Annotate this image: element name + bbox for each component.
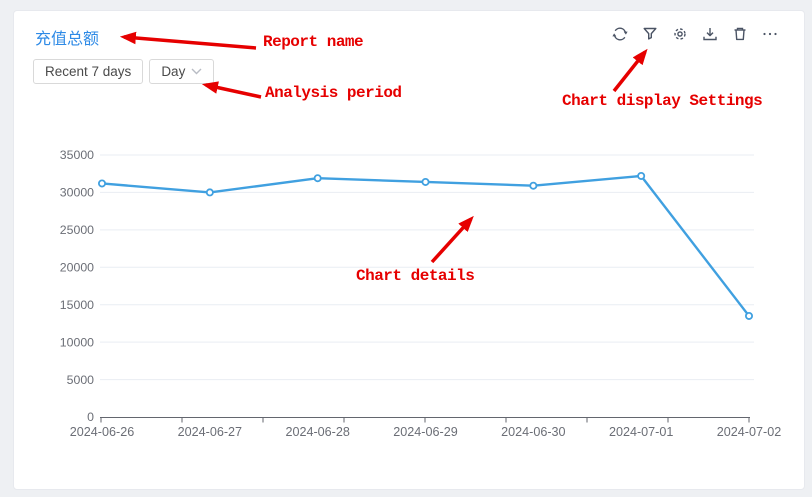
line-series	[100, 174, 751, 318]
analysis-controls: Recent 7 days Day	[33, 59, 215, 84]
y-axis-label: 20000	[60, 260, 94, 274]
x-axis-label: 2024-06-28	[285, 425, 349, 439]
report-card	[13, 10, 805, 490]
x-axis-label: 2024-06-29	[393, 425, 457, 439]
chart-settings-annotation: Chart display Settings	[562, 92, 763, 110]
data-point[interactable]	[529, 181, 538, 190]
y-axis-label: 5000	[67, 373, 95, 387]
x-axis-label: 2024-07-01	[609, 425, 673, 439]
data-point[interactable]	[421, 177, 430, 186]
analysis-period-annotation: Analysis period	[265, 84, 402, 102]
y-axis-label: 15000	[60, 298, 94, 312]
y-axis-label: 35000	[60, 148, 94, 162]
data-point[interactable]	[98, 179, 107, 188]
y-axis-label: 25000	[60, 223, 94, 237]
x-axis-label: 2024-06-27	[178, 425, 242, 439]
more-icon[interactable]	[761, 25, 779, 43]
period-label: Day	[161, 64, 186, 79]
data-point[interactable]	[637, 171, 646, 180]
settings-icon[interactable]	[671, 25, 689, 43]
y-axis-label: 0	[87, 410, 94, 424]
x-axis-label: 2024-06-26	[70, 425, 134, 439]
data-point[interactable]	[313, 174, 322, 183]
chevron-down-icon	[191, 68, 202, 75]
recent-7-days-label: Recent 7 days	[45, 64, 132, 79]
x-axis-label: 2024-06-30	[501, 425, 565, 439]
download-icon[interactable]	[701, 25, 719, 43]
y-axis-label: 10000	[60, 335, 94, 349]
chart-details-annotation: Chart details	[356, 267, 475, 285]
data-point[interactable]	[205, 188, 214, 197]
report-title[interactable]: 充值总额	[35, 31, 100, 48]
period-dropdown[interactable]: Day	[149, 59, 215, 84]
delete-icon[interactable]	[731, 25, 749, 43]
y-axis-label: 30000	[60, 186, 94, 200]
chart-toolbar	[611, 25, 779, 43]
recent-7-days-button[interactable]: Recent 7 days	[33, 59, 144, 84]
refresh-icon[interactable]	[611, 25, 629, 43]
filter-icon[interactable]	[641, 25, 659, 43]
x-axis-label: 2024-07-02	[717, 425, 781, 439]
data-point[interactable]	[745, 311, 754, 320]
report-name-annotation: Report name	[263, 33, 364, 51]
